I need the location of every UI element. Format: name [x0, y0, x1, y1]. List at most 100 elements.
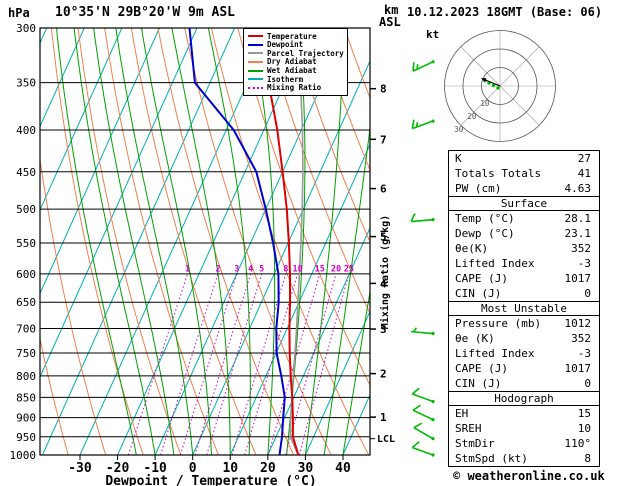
svg-text:5: 5 [380, 231, 387, 244]
height-axis-asl-label: ASL [379, 15, 401, 29]
svg-text:8: 8 [380, 83, 387, 96]
height-axis-unit-label: km [384, 3, 399, 17]
legend-label: Wet Adiabat [267, 65, 317, 75]
svg-text:40: 40 [335, 461, 351, 476]
svg-text:1: 1 [185, 264, 190, 274]
stat-value: 110° [564, 437, 592, 450]
svg-text:600: 600 [16, 268, 36, 281]
lcl-label: LCL [377, 434, 395, 445]
stats-section-header: Most Unstable [449, 301, 599, 316]
mixing-ratio-axis-title: Mixing Ratio (g/kg) [379, 215, 391, 329]
svg-text:25: 25 [344, 264, 354, 274]
storm-motion-arrow [482, 78, 501, 87]
stat-label: CAPE (J) [455, 272, 508, 285]
legend-item-dewpoint: Dewpoint [248, 41, 345, 50]
svg-text:2: 2 [215, 264, 220, 274]
stats-row: Lifted Index -3 [449, 346, 599, 361]
svg-text:20: 20 [467, 112, 477, 121]
datetime-title: 10.12.2023 18GMT (Base: 06) [407, 5, 603, 19]
svg-text:4: 4 [380, 277, 387, 290]
stat-label: θe (K) [455, 332, 495, 345]
svg-text:2: 2 [380, 368, 387, 381]
legend-item-mixing-ratio: Mixing Ratio [248, 84, 345, 93]
stats-row: Dewp (°C) 23.1 [449, 226, 599, 241]
svg-text:10: 10 [292, 264, 302, 274]
stat-label: Pressure (mb) [455, 317, 542, 330]
stats-row: StmDir 110° [449, 436, 599, 451]
legend-label: Parcel Trajectory [267, 48, 344, 58]
mixing-ratio-lines [127, 273, 350, 455]
hodograph-unit-label: kt [426, 28, 439, 41]
stat-label: Lifted Index [455, 257, 535, 270]
stat-value: 10 [577, 422, 591, 435]
stats-row: θe (K) 352 [449, 331, 599, 346]
stat-value: 352 [571, 242, 591, 255]
temperature-axis: -30 -20 -10 0 10 20 30 40 Dewpoint / Temperature… [68, 455, 351, 486]
legend-line-sample [248, 69, 263, 72]
svg-text:10: 10 [480, 99, 490, 108]
stat-value: 27 [577, 152, 591, 165]
svg-text:700: 700 [16, 323, 36, 336]
legend-label: Dry Adiabat [267, 57, 317, 67]
mixing-ratio-labels: 1 2 3 4 5 8 10 15 20 25 [185, 264, 354, 274]
svg-text:350: 350 [16, 77, 36, 90]
wind-barbs [410, 60, 435, 457]
station-location-title: 10°35'N 29B°20'W 9m ASL [55, 5, 236, 20]
svg-text:450: 450 [16, 166, 36, 179]
svg-text:20: 20 [331, 264, 341, 274]
plot-border [39, 27, 371, 456]
stats-row: K 27 [449, 151, 599, 166]
svg-text:900: 900 [16, 412, 36, 425]
legend-item-temperature: Temperature [248, 32, 345, 41]
svg-text:6: 6 [380, 183, 387, 196]
stat-label: CAPE (J) [455, 362, 508, 375]
legend-line-sample [248, 52, 263, 55]
stat-value: 41 [577, 167, 591, 180]
legend-item-wet-adiabat: Wet Adiabat [248, 66, 345, 75]
stats-row: Totals Totals 41 [449, 166, 599, 181]
stat-label: CIN (J) [455, 287, 502, 300]
svg-text:4: 4 [248, 264, 253, 274]
stats-row: StmSpd (kt) 8 [449, 451, 599, 466]
svg-text:550: 550 [16, 237, 36, 250]
hodograph-wind-trace-dot [491, 83, 496, 88]
legend-label: Dewpoint [267, 40, 304, 50]
stat-value: 8 [584, 452, 591, 465]
svg-text:8: 8 [283, 264, 288, 274]
svg-text:0: 0 [189, 461, 197, 476]
stat-value: 1012 [564, 317, 592, 330]
stats-row: CAPE (J) 1017 [449, 361, 599, 376]
svg-text:650: 650 [16, 296, 36, 309]
stats-row: θe(K) 352 [449, 241, 599, 256]
temperature-line [258, 28, 300, 455]
legend-label: Mixing Ratio [267, 83, 322, 93]
legend-label: Isotherm [267, 74, 304, 84]
stats-section-header: Surface [449, 196, 599, 211]
legend-line-sample [248, 43, 263, 46]
legend-line-sample [248, 78, 263, 81]
stat-label: PW (cm) [455, 182, 502, 195]
stat-value: 23.1 [564, 227, 592, 240]
legend-line-sample [248, 61, 263, 64]
svg-text:850: 850 [16, 391, 36, 404]
stat-value: -3 [577, 347, 591, 360]
legend-line-sample [248, 86, 263, 89]
svg-text:-10: -10 [143, 461, 167, 476]
stats-row: SREH 10 [449, 421, 599, 436]
stat-label: CIN (J) [455, 377, 502, 390]
svg-text:5: 5 [259, 264, 264, 274]
height-axis: 8 7 6 5 4 3 2 1 LCL [370, 83, 395, 445]
stat-label: EH [455, 407, 469, 420]
legend-item-dry-adiabat: Dry Adiabat [248, 58, 345, 67]
svg-text:3: 3 [234, 264, 239, 274]
pressure-axis-labels: 300 350 400 450 500 550 600 650 700 750 800 850 900 9… [10, 22, 37, 462]
svg-text:300: 300 [16, 22, 36, 35]
stat-value: 0 [584, 377, 591, 390]
svg-text:750: 750 [16, 347, 36, 360]
parcel-trajectory-line [289, 28, 304, 455]
pressure-axis-unit-label: hPa [8, 6, 30, 20]
stat-label: StmSpd (kt) [455, 452, 528, 465]
stat-value: 0 [584, 287, 591, 300]
